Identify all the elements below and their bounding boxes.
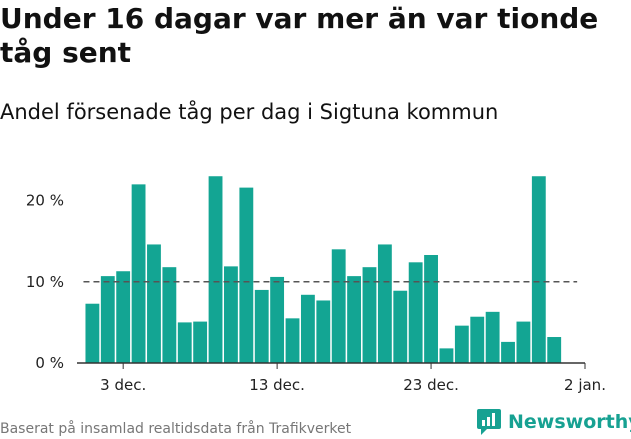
y-tick-label: 10 % xyxy=(26,273,64,291)
chart-subtitle: Andel försenade tåg per dag i Sigtuna ko… xyxy=(0,100,499,124)
bar-2023-12-24 xyxy=(439,348,454,363)
bar-chart: 0 % 10 % 20 % 3 dec. 13 dec. 23 dec. 2 jan. xyxy=(26,176,606,394)
bar-2023-12-27 xyxy=(485,311,500,363)
bar-2023-12-25 xyxy=(454,325,469,363)
bar-2023-12-17 xyxy=(331,249,346,363)
y-tick-label: 20 % xyxy=(26,192,64,210)
bar-2023-12-30 xyxy=(531,176,546,363)
bar-2023-12-02 xyxy=(100,276,115,363)
source-note: Baserat på insamlad realtidsdata från Tr… xyxy=(0,421,352,437)
bar-2023-12-21 xyxy=(393,290,408,363)
bar-2023-12-16 xyxy=(316,300,331,363)
chart-title: Under 16 dagar var mer än var tionde tåg… xyxy=(0,2,599,69)
bar-2023-12-12 xyxy=(254,289,269,363)
bar-2023-12-15 xyxy=(300,294,315,363)
bar-2023-12-18 xyxy=(347,276,362,363)
bar-2023-12-29 xyxy=(516,321,531,363)
bar-2023-12-20 xyxy=(377,244,392,363)
bar-2023-12-03 xyxy=(116,271,131,363)
x-tick-label: 2 jan. xyxy=(564,376,606,394)
x-tick-label: 13 dec. xyxy=(249,376,305,394)
brand-logo: Newsworthy xyxy=(476,407,631,437)
y-tick-label: 0 % xyxy=(35,354,64,372)
bar-2023-12-26 xyxy=(470,316,485,363)
bar-2023-12-28 xyxy=(501,341,515,363)
bar-2023-12-31 xyxy=(547,337,562,363)
bar-2023-12-14 xyxy=(285,318,300,363)
bar-2023-12-04 xyxy=(131,184,146,363)
bar-2023-12-11 xyxy=(239,187,254,363)
brand-name: Newsworthy xyxy=(508,411,631,433)
bar-2023-12-05 xyxy=(147,244,161,363)
bar-2023-12-01 xyxy=(85,303,100,363)
newsworthy-logo-icon xyxy=(477,409,501,435)
bar-2023-12-22 xyxy=(408,262,423,363)
x-tick-label: 23 dec. xyxy=(403,376,459,394)
bar-2023-12-10 xyxy=(224,266,238,363)
bar-2023-12-09 xyxy=(208,176,223,363)
bar-2023-12-13 xyxy=(270,276,285,363)
bar-2023-12-06 xyxy=(162,267,177,363)
x-tick-label: 3 dec. xyxy=(100,376,146,394)
bar-2023-12-08 xyxy=(193,321,208,363)
bar-2023-12-07 xyxy=(177,322,192,363)
bar-2023-12-19 xyxy=(362,267,377,363)
bar-2023-12-23 xyxy=(424,255,438,363)
